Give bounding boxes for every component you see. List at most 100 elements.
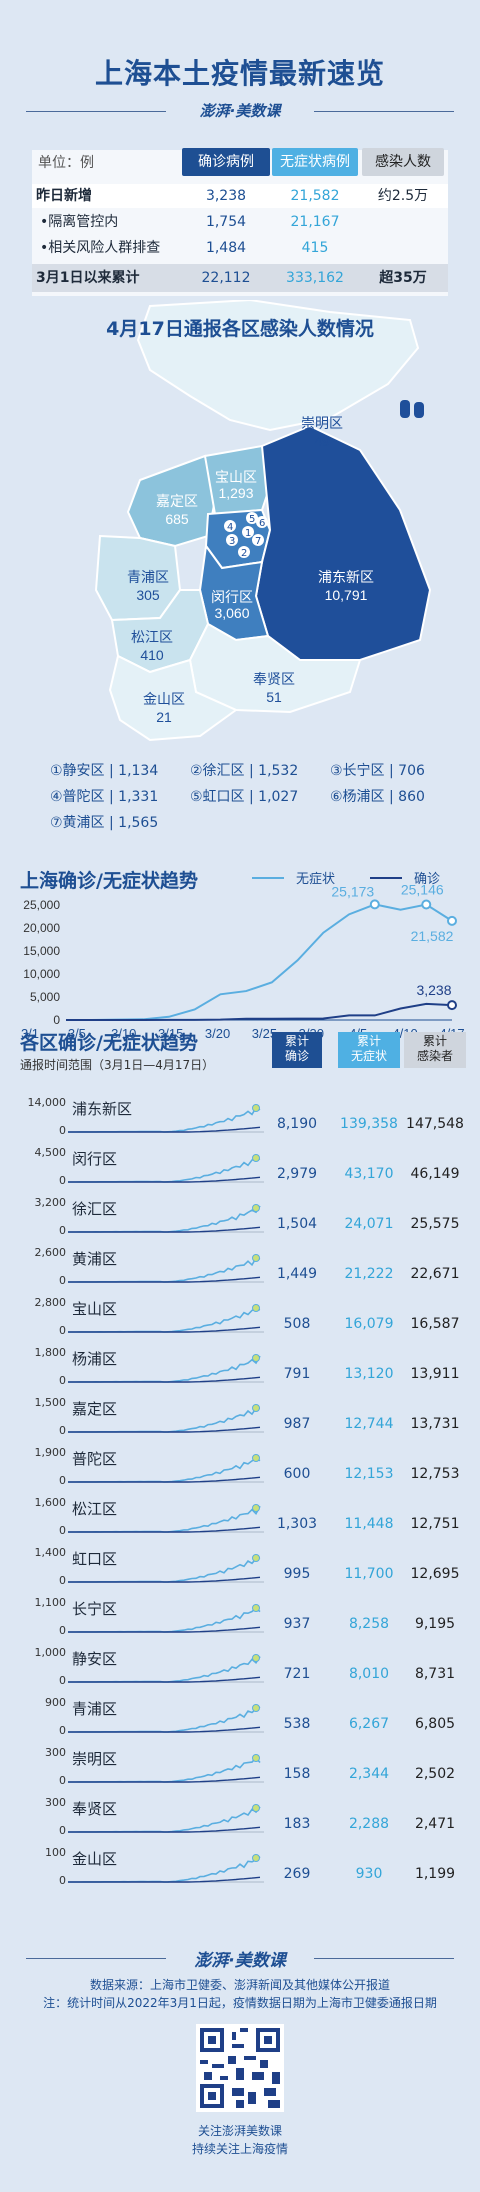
cum-asym: 8,258 — [348, 1616, 390, 1632]
row-zero: 0 — [59, 1624, 66, 1637]
cum-confirmed: 1,449 — [276, 1266, 318, 1282]
row-asymptomatic: 21,167 — [290, 214, 340, 230]
summary-total-row: 3月1日以来累计 22,112 333,162 超35万 — [32, 264, 448, 292]
map-label-name: 青浦区 — [127, 569, 169, 585]
cum-asym: 2,288 — [348, 1816, 390, 1832]
district-subtitle: 通报时间范围（3月1日—4月17日） — [20, 1058, 215, 1072]
sparkline-peak-marker — [252, 1554, 260, 1562]
sparkline-peak-marker — [252, 1454, 260, 1462]
district-row: 300 0 崇明区 158 2,344 2,502 — [0, 1746, 480, 1796]
summary-row: •隔离管控内 1,754 21,167 — [32, 210, 448, 234]
row-zero: 0 — [59, 1324, 66, 1337]
district-row: 900 0 青浦区 538 6,267 6,805 — [0, 1696, 480, 1746]
district-row: 2,800 0 宝山区 508 16,079 16,587 — [0, 1296, 480, 1346]
cum-total: 6,805 — [414, 1716, 456, 1732]
trend-point-marker — [447, 1000, 457, 1011]
sparkline-peak-marker — [252, 1404, 260, 1412]
sparkline-asym — [68, 1607, 261, 1633]
summary-header-row: 单位：例 确诊病例 无症状病例 感染人数 — [32, 148, 448, 178]
map-region-jinshan — [108, 654, 238, 742]
district-name: 金山区 — [72, 1850, 118, 1868]
district-name: 普陀区 — [72, 1450, 118, 1468]
col-confirmed: 确诊病例 — [182, 148, 270, 176]
brand-row: 澎湃·美数课 — [26, 100, 454, 122]
district-name: 奉贤区 — [72, 1800, 118, 1818]
district-name: 徐汇区 — [72, 1200, 118, 1218]
map-label-value: 305 — [136, 587, 160, 603]
row-zero: 0 — [59, 1824, 66, 1837]
cum-total: 12,753 — [410, 1466, 460, 1482]
marker-1-text: 1 — [245, 528, 251, 539]
district-sparkline — [68, 1204, 264, 1233]
sparkline-confirmed — [68, 1576, 261, 1583]
sparkline-asym — [68, 1706, 261, 1733]
row-ymax: 2,600 — [34, 1246, 67, 1259]
sparkline-confirmed — [68, 1776, 261, 1783]
row-asymptomatic: 333,162 — [286, 270, 344, 286]
row-confirmed: 22,112 — [201, 270, 251, 286]
brand-logo: 澎湃·美数课 — [199, 102, 281, 120]
sparkline-asym — [68, 1855, 261, 1883]
cum-total: 12,751 — [410, 1516, 460, 1532]
district-row: 1,000 0 静安区 721 8,010 8,731 — [0, 1646, 480, 1696]
marker-5 — [246, 512, 258, 524]
cum-asym: 2,344 — [348, 1766, 390, 1782]
summary-row: •相关风险人群排查 1,484 415 — [32, 236, 448, 260]
row-asymptomatic: 21,582 — [290, 188, 340, 204]
map-label-name: 浦东新区 — [318, 569, 374, 585]
trend-point-marker — [447, 915, 457, 926]
sparkline-confirmed — [68, 1326, 261, 1333]
cum-confirmed: 995 — [283, 1566, 311, 1582]
sparkline-asym — [68, 1756, 261, 1783]
qr-caption-2: 持续关注上海疫情 — [191, 2142, 288, 2156]
cum-total: 46,149 — [410, 1166, 460, 1182]
central-markers: 1 2 3 4 5 6 7 — [224, 512, 268, 559]
row-zero: 0 — [59, 1524, 66, 1537]
sparkline-confirmed — [68, 1876, 261, 1883]
trend-y-tick: 20,000 — [23, 921, 60, 935]
trend-annotation: 21,582 — [411, 928, 454, 944]
trend-x-tick: 3/10 — [111, 1026, 136, 1041]
legend-item: ⑦黄浦区 | 1,565 — [50, 815, 159, 831]
cum-total: 12,695 — [410, 1566, 460, 1582]
qr-code[interactable] — [196, 2024, 284, 2112]
row-ymax: 1,600 — [34, 1496, 67, 1509]
cum-asym: 930 — [355, 1866, 383, 1882]
district-sparkline — [68, 1254, 264, 1283]
legend-item: ⑥杨浦区 | 860 — [330, 789, 425, 805]
trend-point-marker — [421, 899, 432, 910]
map-region-pudong — [254, 424, 432, 661]
map-label-value: 1,293 — [218, 485, 253, 501]
cum-asym: 139,358 — [340, 1116, 398, 1132]
row-ymax: 300 — [45, 1746, 66, 1759]
row-ymax: 900 — [45, 1696, 66, 1709]
sparkline-peak-marker — [252, 1504, 260, 1512]
row-ymax: 1,800 — [34, 1346, 67, 1359]
row-ymax: 100 — [45, 1846, 66, 1859]
district-name: 闵行区 — [72, 1150, 118, 1168]
district-sparkline — [68, 1404, 264, 1433]
cum-total: 16,587 — [410, 1316, 460, 1332]
footer-divider-right — [314, 1958, 454, 1959]
summary-row: 昨日新增 3,238 21,582 约2.5万 — [32, 184, 448, 208]
sparkline-asym — [68, 1308, 261, 1333]
row-infected: 超35万 — [379, 270, 427, 286]
marker-4 — [224, 520, 236, 532]
row-zero: 0 — [59, 1174, 66, 1187]
district-sparkline — [68, 1654, 264, 1683]
district-sparkline — [68, 1154, 264, 1183]
cum-asym: 12,744 — [344, 1416, 394, 1432]
district-sparkline — [68, 1454, 264, 1483]
row-zero: 0 — [59, 1574, 66, 1587]
marker-6-text: 6 — [259, 518, 265, 529]
cum-confirmed: 600 — [283, 1466, 311, 1482]
cum-confirmed: 8,190 — [276, 1116, 318, 1132]
footer-source: 数据来源：上海市卫健委、澎湃新闻及其他媒体公开报道 — [89, 1978, 390, 1992]
trend-y-tick: 0 — [53, 1013, 60, 1027]
row-ymax: 14,000 — [27, 1096, 67, 1109]
cum-asym: 21,222 — [344, 1266, 394, 1282]
cum-confirmed: 183 — [283, 1816, 311, 1832]
row-zero: 0 — [59, 1874, 66, 1887]
row-zero: 0 — [59, 1774, 66, 1787]
cum-asym: 16,079 — [344, 1316, 394, 1332]
